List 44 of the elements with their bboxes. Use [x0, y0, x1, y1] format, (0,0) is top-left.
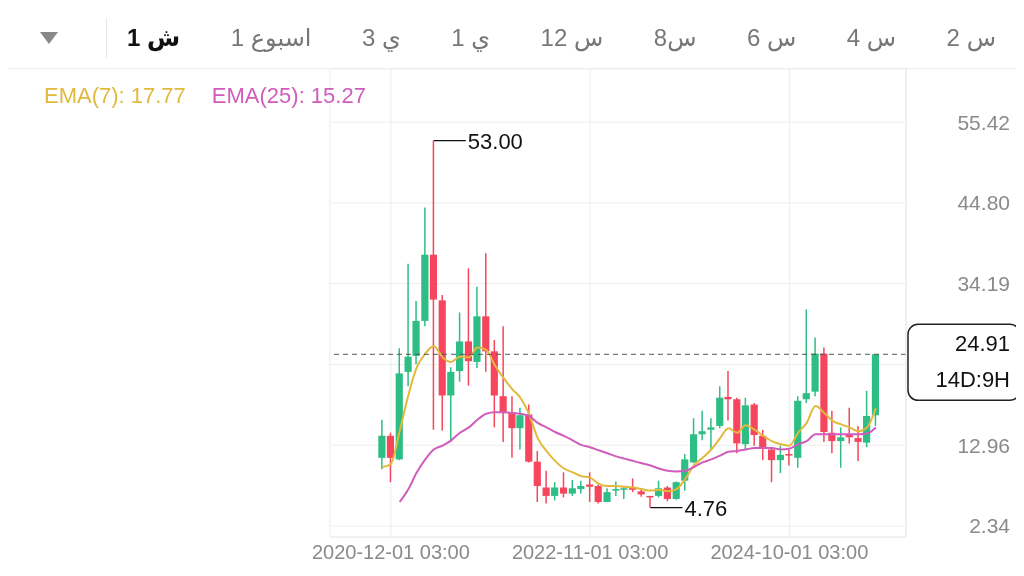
text: 1 ي: [451, 24, 491, 52]
candlestick: [499, 325, 507, 443]
candlestick: [698, 409, 706, 442]
text: EMA(7): 17.77: [44, 83, 186, 109]
candlestick: [386, 432, 395, 483]
candlestick: [802, 308, 810, 404]
candlestick: [837, 426, 845, 469]
text: 8س: [653, 24, 697, 52]
annotation: 53.00: [467, 128, 523, 154]
candlestick: [447, 366, 455, 443]
candlestick: [767, 447, 776, 483]
y-tick-label: 44.80: [957, 191, 1010, 215]
y-tick-label: 55.42: [957, 110, 1010, 134]
candlestick: [707, 417, 715, 451]
ref-line-label: 24.91: [954, 331, 1010, 357]
candlestick: [776, 444, 784, 474]
candlestick: [542, 470, 550, 505]
text: 6 س: [746, 24, 797, 52]
text: 3 ي: [361, 24, 401, 52]
candlestick: [724, 370, 732, 422]
y-tick-label: 2.34: [969, 514, 1011, 538]
candlestick: [586, 471, 594, 503]
candlestick: [516, 406, 524, 451]
x-tick-label: 2020-12-01 03:00: [311, 541, 470, 564]
text: EMA(25): 15.27: [211, 83, 366, 109]
y-tick-label: 12.96: [957, 433, 1010, 457]
candlestick: [559, 471, 568, 499]
candlestick: [508, 395, 516, 459]
y-tick-label: 34.19: [957, 272, 1010, 296]
text: 2 س: [946, 24, 996, 52]
text: 1 اسبوع: [230, 24, 312, 52]
candlestick: [785, 447, 793, 467]
text: 1 ش: [127, 24, 181, 52]
x-tick-label: 2022-11-01 03:00: [511, 541, 669, 564]
candlestick: [854, 425, 862, 462]
annotation: 4.76: [684, 495, 728, 521]
text: 12 س: [540, 24, 604, 52]
candlestick: [378, 419, 386, 471]
candlestick: [594, 483, 602, 505]
text: 14D:9H: [935, 367, 1010, 393]
candlestick: [551, 481, 559, 502]
candlestick: [404, 263, 412, 388]
x-tick-label: 2024-10-01 03:00: [710, 541, 869, 564]
text: 4 س: [846, 24, 897, 52]
